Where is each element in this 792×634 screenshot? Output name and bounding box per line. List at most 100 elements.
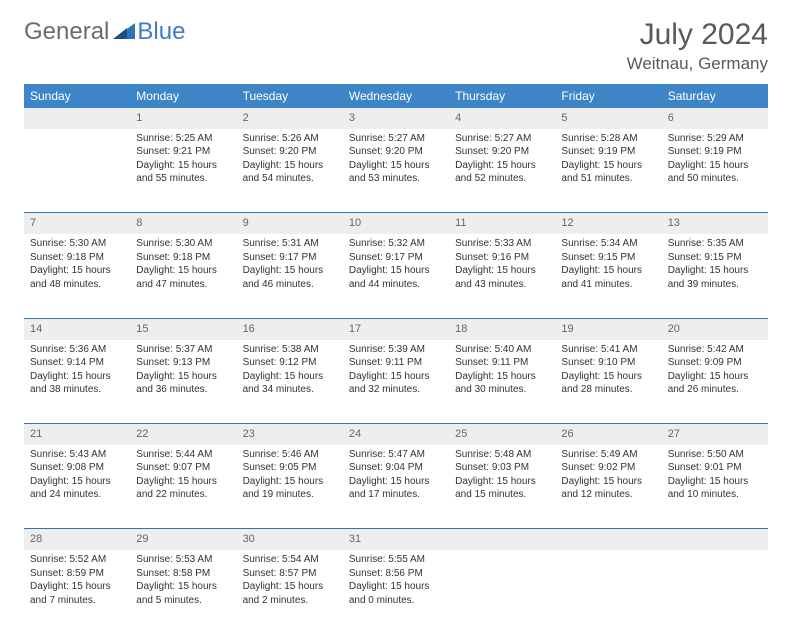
sunset-line: Sunset: 9:01 PM [668, 461, 762, 475]
weekday-header: Tuesday [237, 84, 343, 108]
day-number-cell: 31 [343, 529, 449, 550]
day-number-cell: 18 [449, 318, 555, 339]
daylight-line: Daylight: 15 hours [455, 475, 549, 489]
daylight-line: and 34 minutes. [243, 383, 337, 397]
sunset-line: Sunset: 9:20 PM [243, 145, 337, 159]
month-title: July 2024 [627, 18, 768, 52]
day-number-cell: 28 [24, 529, 130, 550]
sunset-line: Sunset: 9:03 PM [455, 461, 549, 475]
calendar-table: Sunday Monday Tuesday Wednesday Thursday… [24, 84, 768, 634]
sunrise-line: Sunrise: 5:52 AM [30, 553, 124, 567]
day-details: Sunrise: 5:29 AMSunset: 9:19 PMDaylight:… [662, 129, 768, 192]
calendar-day-cell: Sunrise: 5:55 AMSunset: 8:56 PMDaylight:… [343, 550, 449, 634]
sunrise-line: Sunrise: 5:34 AM [561, 237, 655, 251]
daylight-line: Daylight: 15 hours [243, 264, 337, 278]
daylight-line: and 10 minutes. [668, 488, 762, 502]
calendar-day-cell: Sunrise: 5:44 AMSunset: 9:07 PMDaylight:… [130, 445, 236, 529]
day-number-cell: 11 [449, 213, 555, 234]
calendar-day-cell: Sunrise: 5:29 AMSunset: 9:19 PMDaylight:… [662, 129, 768, 213]
sunset-line: Sunset: 8:59 PM [30, 567, 124, 581]
sunset-line: Sunset: 9:14 PM [30, 356, 124, 370]
calendar-day-cell [662, 550, 768, 634]
sunrise-line: Sunrise: 5:30 AM [30, 237, 124, 251]
calendar-day-cell: Sunrise: 5:28 AMSunset: 9:19 PMDaylight:… [555, 129, 661, 213]
daylight-line: Daylight: 15 hours [349, 475, 443, 489]
location-label: Weitnau, Germany [627, 54, 768, 74]
sunset-line: Sunset: 9:17 PM [349, 251, 443, 265]
daylight-line: and 41 minutes. [561, 278, 655, 292]
day-number-cell: 22 [130, 424, 236, 445]
day-details: Sunrise: 5:33 AMSunset: 9:16 PMDaylight:… [449, 234, 555, 297]
day-details: Sunrise: 5:53 AMSunset: 8:58 PMDaylight:… [130, 550, 236, 613]
day-number-cell: 27 [662, 424, 768, 445]
sunrise-line: Sunrise: 5:44 AM [136, 448, 230, 462]
brand-logo: General Blue [24, 18, 185, 46]
daylight-line: and 24 minutes. [30, 488, 124, 502]
sunrise-line: Sunrise: 5:25 AM [136, 132, 230, 146]
daylight-line: Daylight: 15 hours [243, 580, 337, 594]
daylight-line: Daylight: 15 hours [349, 264, 443, 278]
sunrise-line: Sunrise: 5:29 AM [668, 132, 762, 146]
daylight-line: Daylight: 15 hours [30, 580, 124, 594]
day-details: Sunrise: 5:54 AMSunset: 8:57 PMDaylight:… [237, 550, 343, 613]
sunrise-line: Sunrise: 5:30 AM [136, 237, 230, 251]
day-number-cell: 26 [555, 424, 661, 445]
sunrise-line: Sunrise: 5:42 AM [668, 343, 762, 357]
calendar-day-cell: Sunrise: 5:46 AMSunset: 9:05 PMDaylight:… [237, 445, 343, 529]
daylight-line: and 15 minutes. [455, 488, 549, 502]
day-details: Sunrise: 5:27 AMSunset: 9:20 PMDaylight:… [449, 129, 555, 192]
daylight-line: Daylight: 15 hours [136, 159, 230, 173]
daylight-line: and 0 minutes. [349, 594, 443, 608]
weekday-header: Thursday [449, 84, 555, 108]
day-number-cell: 24 [343, 424, 449, 445]
sunset-line: Sunset: 9:04 PM [349, 461, 443, 475]
calendar-day-cell: Sunrise: 5:25 AMSunset: 9:21 PMDaylight:… [130, 129, 236, 213]
daylight-line: Daylight: 15 hours [668, 370, 762, 384]
daylight-line: and 17 minutes. [349, 488, 443, 502]
brand-part1: General [24, 18, 109, 46]
daylight-line: and 43 minutes. [455, 278, 549, 292]
day-number-cell: 13 [662, 213, 768, 234]
day-details: Sunrise: 5:38 AMSunset: 9:12 PMDaylight:… [237, 340, 343, 403]
day-details: Sunrise: 5:28 AMSunset: 9:19 PMDaylight:… [555, 129, 661, 192]
sunset-line: Sunset: 9:11 PM [349, 356, 443, 370]
calendar-day-cell: Sunrise: 5:48 AMSunset: 9:03 PMDaylight:… [449, 445, 555, 529]
sunset-line: Sunset: 9:08 PM [30, 461, 124, 475]
day-number-cell: 9 [237, 213, 343, 234]
calendar-day-cell [449, 550, 555, 634]
daylight-line: and 38 minutes. [30, 383, 124, 397]
calendar-day-cell: Sunrise: 5:39 AMSunset: 9:11 PMDaylight:… [343, 340, 449, 424]
sunrise-line: Sunrise: 5:33 AM [455, 237, 549, 251]
sunrise-line: Sunrise: 5:40 AM [455, 343, 549, 357]
logo-triangle-icon [113, 18, 135, 46]
day-details: Sunrise: 5:42 AMSunset: 9:09 PMDaylight:… [662, 340, 768, 403]
sunset-line: Sunset: 9:19 PM [561, 145, 655, 159]
calendar-day-cell: Sunrise: 5:49 AMSunset: 9:02 PMDaylight:… [555, 445, 661, 529]
daylight-line: Daylight: 15 hours [349, 370, 443, 384]
day-details: Sunrise: 5:41 AMSunset: 9:10 PMDaylight:… [555, 340, 661, 403]
calendar-day-cell: Sunrise: 5:50 AMSunset: 9:01 PMDaylight:… [662, 445, 768, 529]
daylight-line: Daylight: 15 hours [30, 475, 124, 489]
calendar-day-cell: Sunrise: 5:41 AMSunset: 9:10 PMDaylight:… [555, 340, 661, 424]
weekday-header: Sunday [24, 84, 130, 108]
day-details: Sunrise: 5:39 AMSunset: 9:11 PMDaylight:… [343, 340, 449, 403]
daylight-line: Daylight: 15 hours [455, 370, 549, 384]
sunrise-line: Sunrise: 5:28 AM [561, 132, 655, 146]
day-number-row: 78910111213 [24, 213, 768, 234]
day-details: Sunrise: 5:49 AMSunset: 9:02 PMDaylight:… [555, 445, 661, 508]
calendar-day-cell: Sunrise: 5:42 AMSunset: 9:09 PMDaylight:… [662, 340, 768, 424]
calendar-week-row: Sunrise: 5:30 AMSunset: 9:18 PMDaylight:… [24, 234, 768, 318]
daylight-line: Daylight: 15 hours [243, 475, 337, 489]
daylight-line: Daylight: 15 hours [561, 159, 655, 173]
sunset-line: Sunset: 9:11 PM [455, 356, 549, 370]
daylight-line: Daylight: 15 hours [136, 264, 230, 278]
calendar-day-cell [24, 129, 130, 213]
day-number-cell: 21 [24, 424, 130, 445]
day-details: Sunrise: 5:36 AMSunset: 9:14 PMDaylight:… [24, 340, 130, 403]
sunrise-line: Sunrise: 5:43 AM [30, 448, 124, 462]
sunrise-line: Sunrise: 5:49 AM [561, 448, 655, 462]
daylight-line: Daylight: 15 hours [243, 370, 337, 384]
daylight-line: and 32 minutes. [349, 383, 443, 397]
weekday-header: Friday [555, 84, 661, 108]
sunrise-line: Sunrise: 5:54 AM [243, 553, 337, 567]
